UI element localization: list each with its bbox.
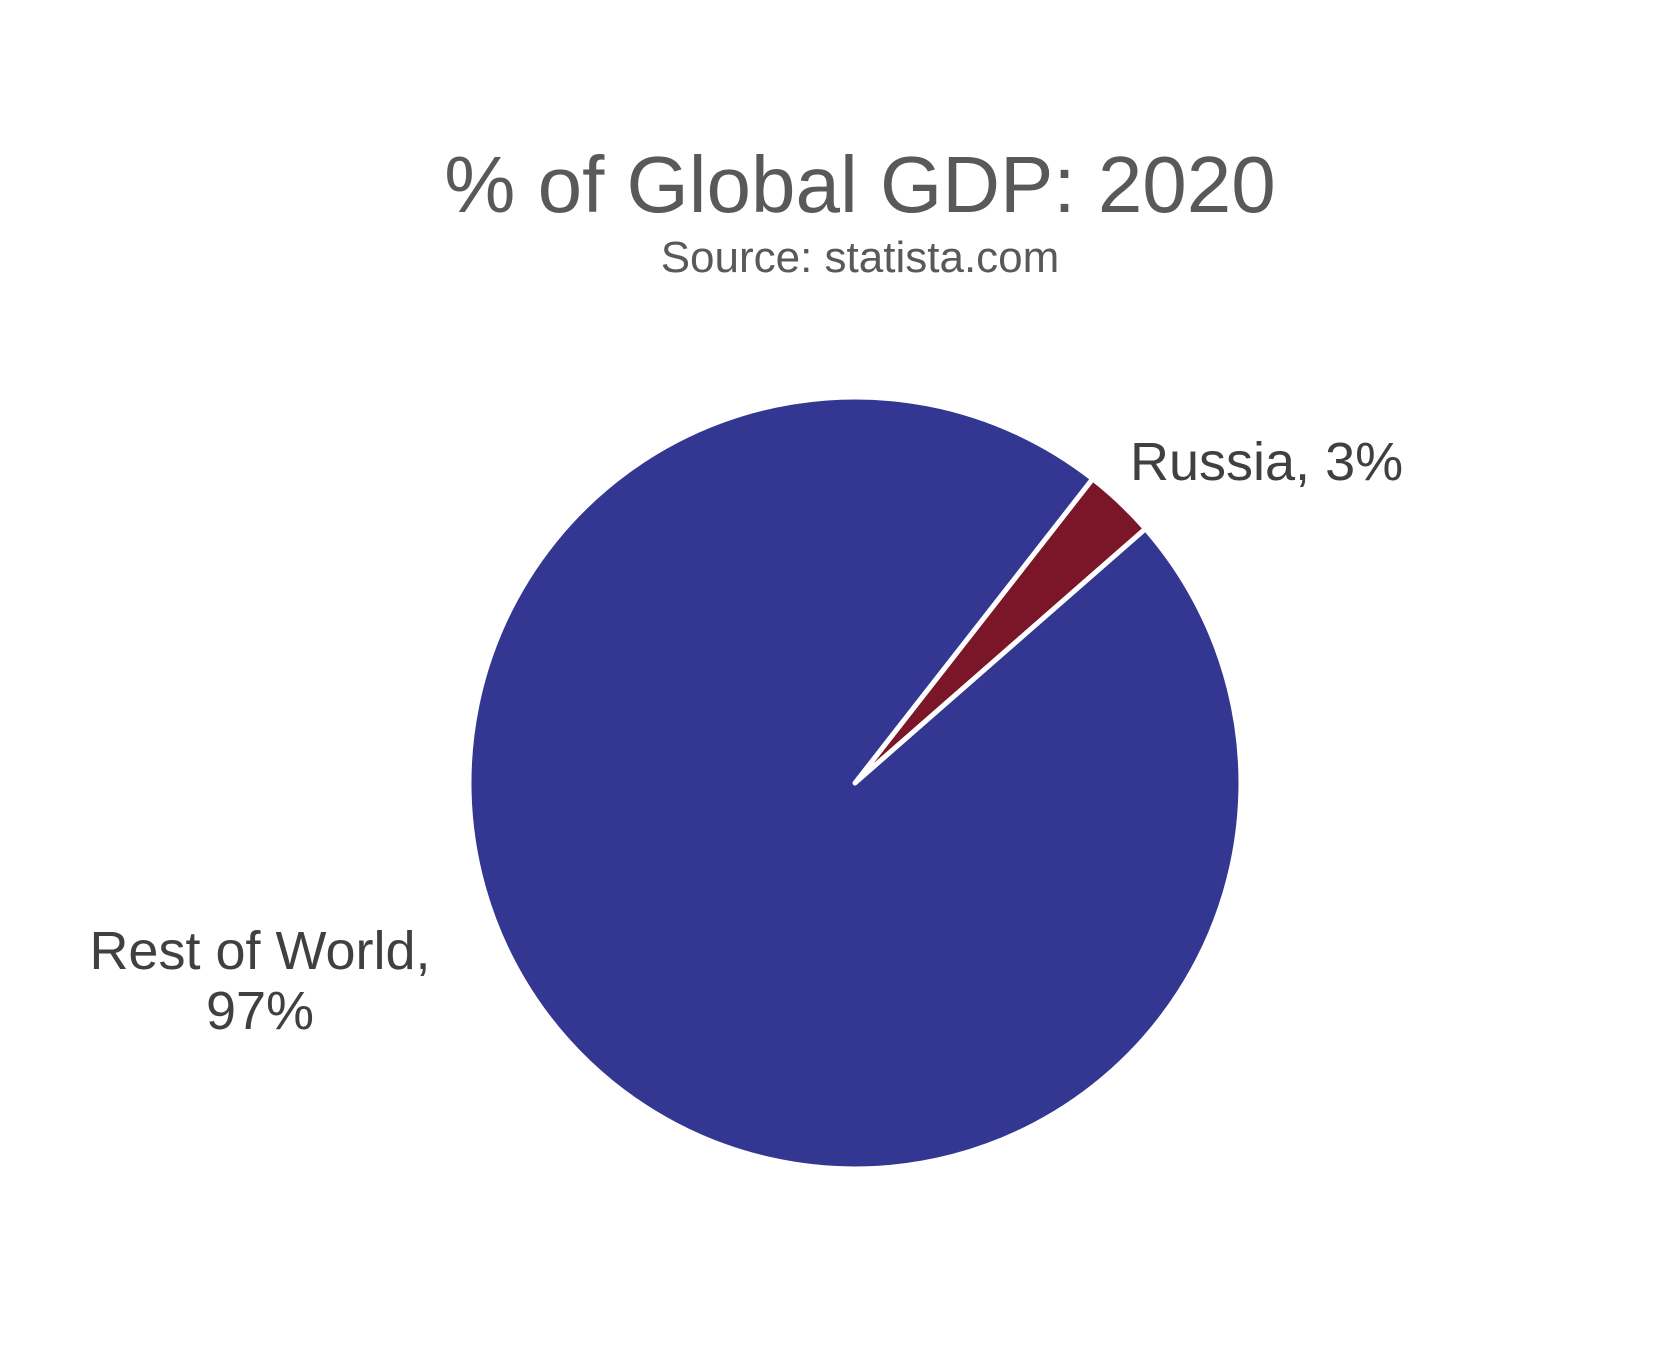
pie-slices <box>466 394 1244 1172</box>
pie-labels: Russia, 3% Rest of World, 97% <box>89 432 1403 1041</box>
pie-slice-rest-of-world <box>466 394 1244 1172</box>
slice-label-line: Rest of World, <box>89 921 430 981</box>
slice-label-russia: Russia, 3% <box>1130 432 1403 492</box>
chart-subtitle: Source: statista.com <box>661 233 1060 282</box>
chart-title: % of Global GDP: 2020 <box>444 140 1276 229</box>
slice-label-line: 97% <box>206 981 314 1041</box>
slice-label-rest-of-world: Rest of World, 97% <box>89 921 430 1041</box>
slice-label-line: Russia, 3% <box>1130 432 1403 492</box>
